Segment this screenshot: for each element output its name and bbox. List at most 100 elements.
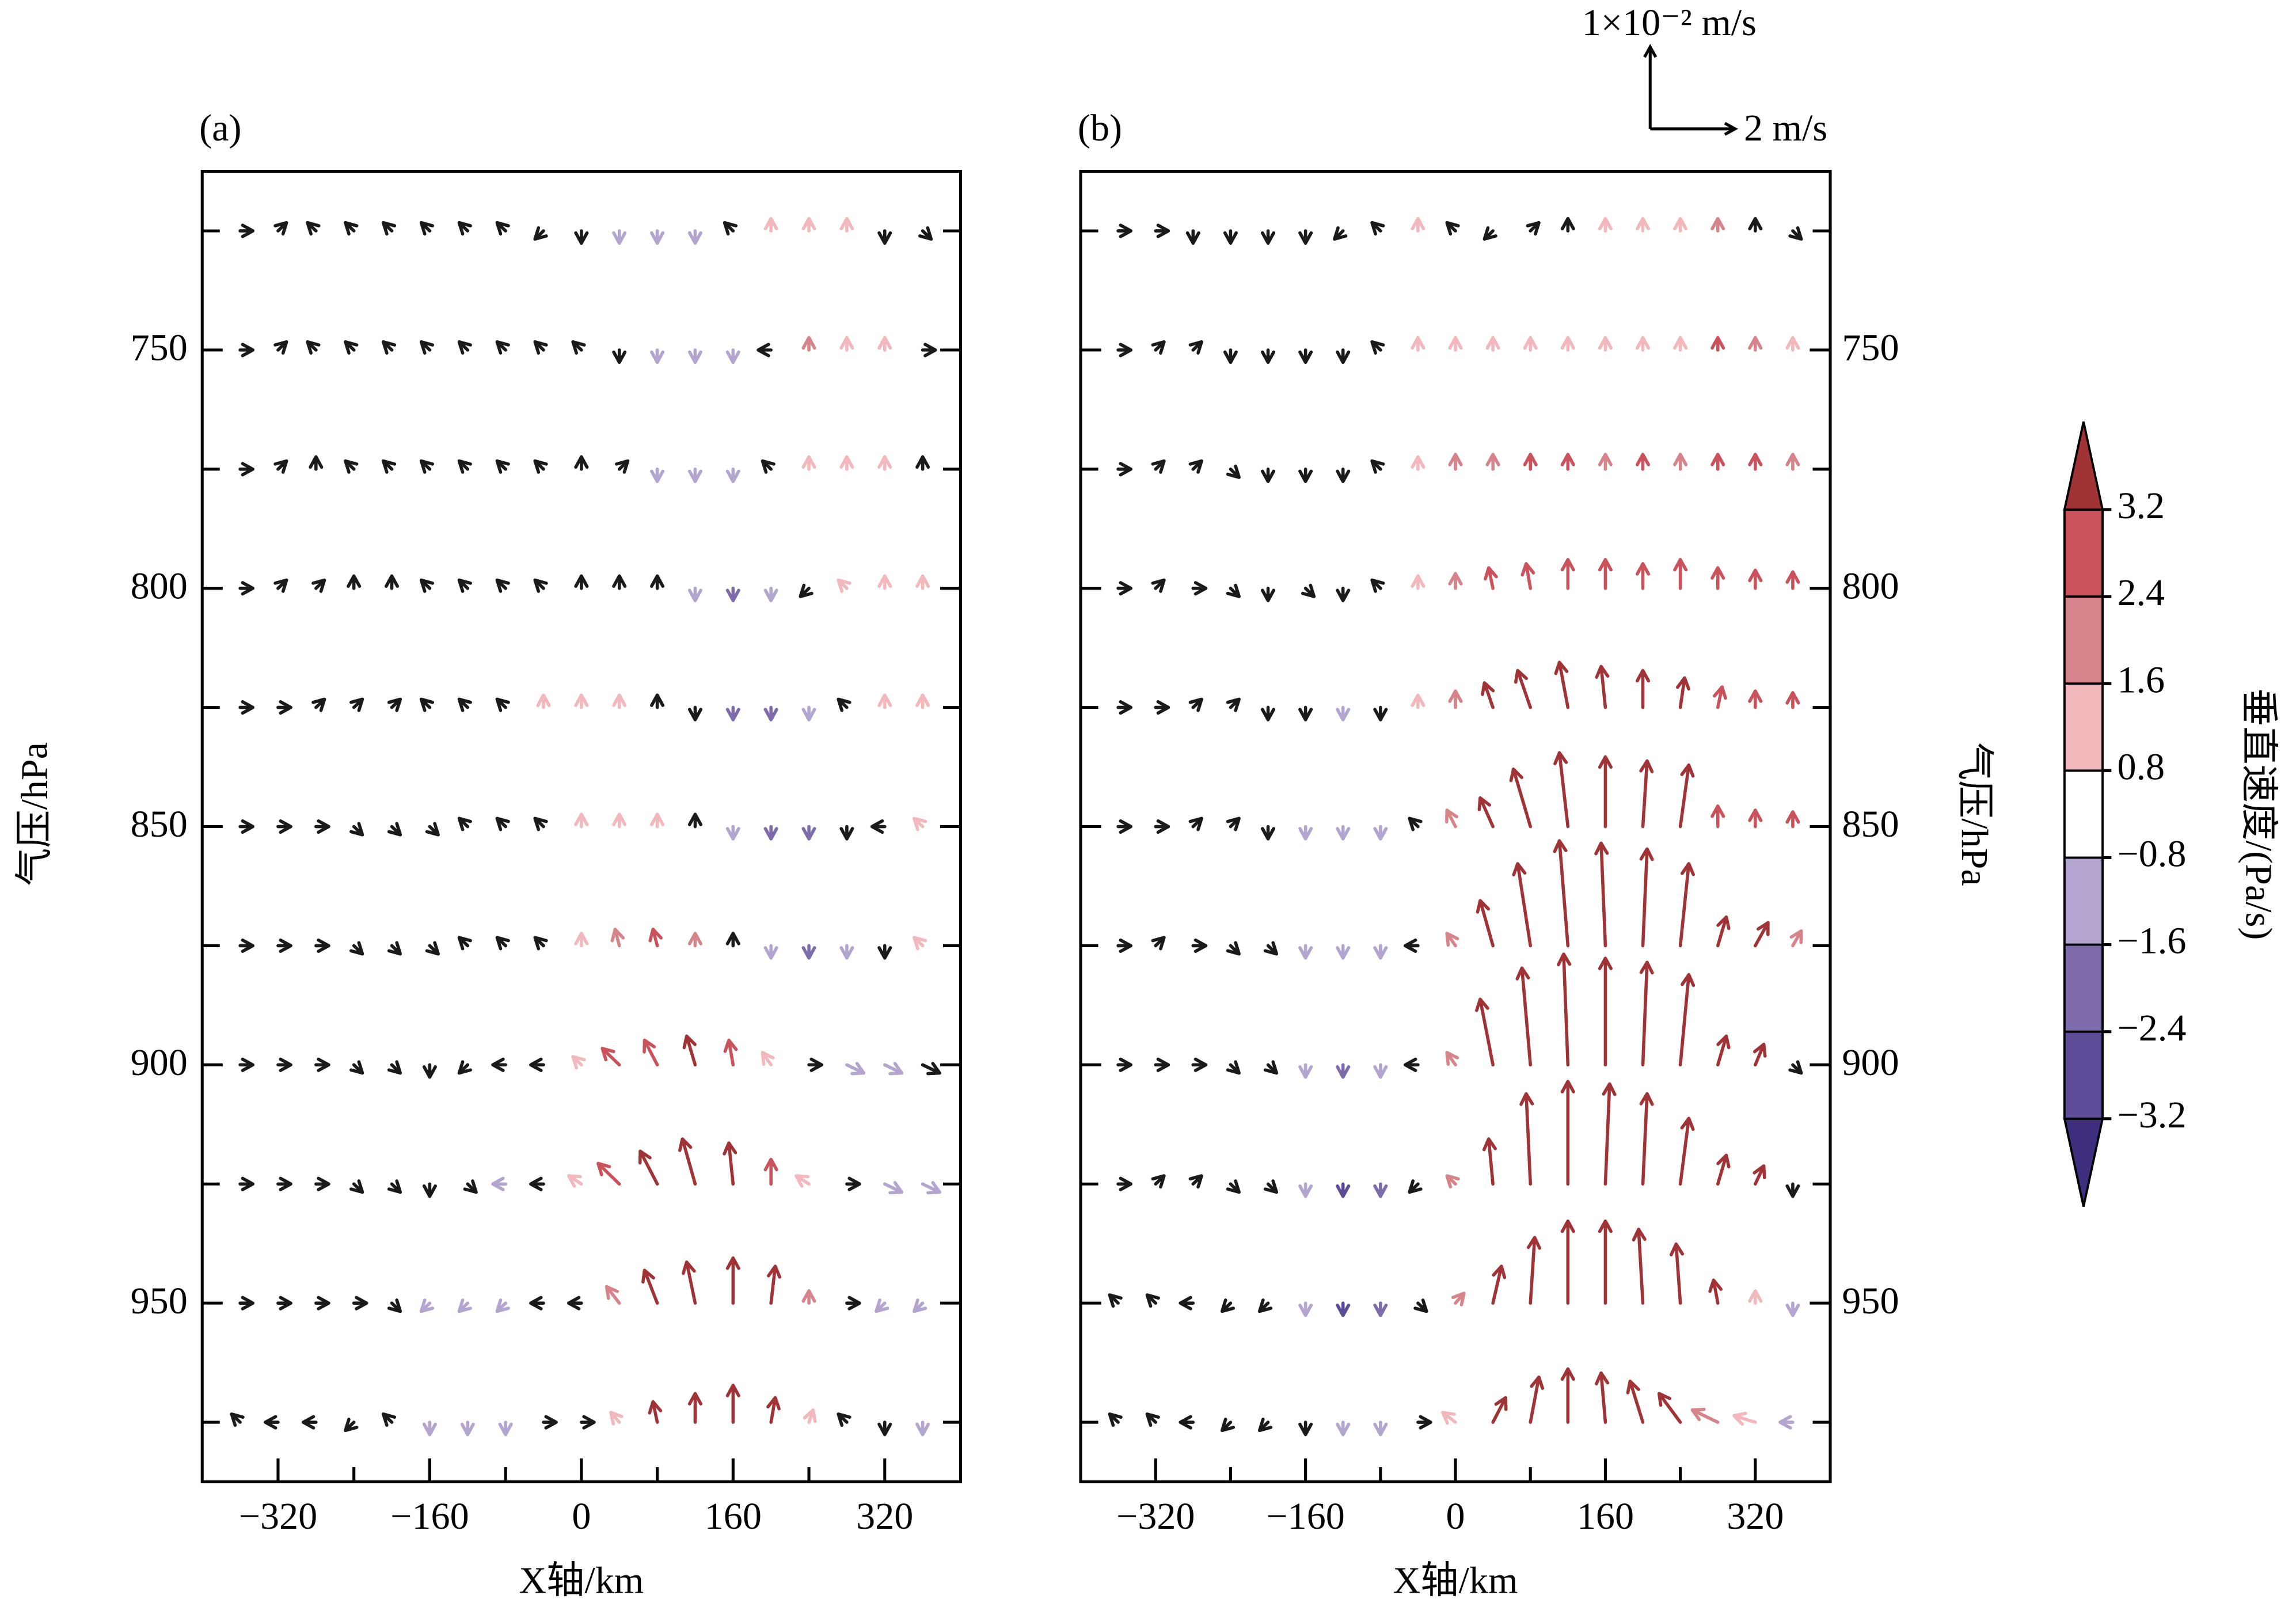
- wind-vector: [1151, 459, 1166, 474]
- wind-vector: [1748, 568, 1763, 590]
- y-tick-label: 850: [131, 803, 188, 845]
- wind-vector: [725, 932, 740, 948]
- wind-vector: [422, 1421, 437, 1437]
- wind-vector: [1598, 956, 1613, 1067]
- wind-vector: [1116, 581, 1133, 596]
- x-tick-label: 0: [1446, 1495, 1465, 1537]
- wind-vector: [799, 583, 814, 598]
- wind-vector: [1116, 1057, 1133, 1072]
- wind-vector: [1789, 929, 1803, 948]
- wind-vector: [1673, 336, 1688, 352]
- wind-vector: [574, 229, 589, 245]
- wind-vector: [801, 455, 816, 471]
- wind-vector: [612, 574, 627, 590]
- wind-vector: [1445, 1174, 1460, 1189]
- wind-vector: [567, 1174, 583, 1188]
- wind-vector: [605, 1285, 621, 1305]
- wind-vector: [687, 348, 703, 364]
- wind-vector: [238, 462, 255, 477]
- wind-vector: [276, 1057, 292, 1072]
- wind-vector: [1441, 1411, 1457, 1425]
- wind-vector: [650, 229, 665, 245]
- wind-vector: [678, 1137, 697, 1186]
- wind-vector: [1639, 847, 1654, 948]
- wind-vector: [387, 822, 402, 837]
- wind-vector: [311, 578, 326, 593]
- wind-vector: [1298, 348, 1313, 364]
- wind-vector: [1257, 1298, 1273, 1313]
- wind-vector: [1336, 348, 1351, 364]
- x-axis-label: X轴/km: [519, 1560, 644, 1602]
- wind-vector: [1526, 221, 1541, 236]
- wind-vector: [352, 1296, 368, 1311]
- wind-vector: [460, 1421, 475, 1437]
- wind-vector: [457, 816, 472, 831]
- wind-vector: [763, 1157, 778, 1186]
- wind-vector: [1732, 1411, 1757, 1426]
- wind-vector: [1370, 221, 1385, 236]
- wind-vector: [723, 221, 738, 236]
- colorbar-box: [2063, 1030, 2104, 1120]
- wind-vector: [725, 1384, 740, 1424]
- wind-vector: [1448, 453, 1463, 471]
- wind-vector: [1257, 1418, 1273, 1433]
- wind-vector: [1595, 664, 1610, 709]
- wind-vector: [1785, 1301, 1800, 1317]
- wind-vector: [1491, 1396, 1508, 1424]
- wind-vector: [1678, 973, 1696, 1067]
- wind-vector: [1639, 1092, 1654, 1186]
- wind-vector: [1560, 1367, 1575, 1424]
- wind-vector: [1336, 1182, 1351, 1198]
- wind-vector: [610, 928, 625, 948]
- wind-vector: [1520, 562, 1535, 590]
- panel-label: (b): [1078, 107, 1122, 149]
- wind-vector: [238, 938, 255, 953]
- wind-vector: [1373, 1421, 1388, 1437]
- wind-vector: [238, 1176, 255, 1191]
- wind-vector: [1598, 1219, 1613, 1305]
- wind-vector: [1188, 459, 1203, 474]
- wind-vector: [1673, 558, 1688, 590]
- wind-vector: [650, 574, 665, 590]
- wind-vector: [1753, 1042, 1767, 1067]
- wind-vector: [1263, 941, 1279, 956]
- wind-vector: [1411, 217, 1426, 233]
- wind-vector: [419, 697, 435, 712]
- wind-vector: [1713, 685, 1727, 709]
- wind-vector: [1411, 693, 1426, 709]
- wind-vector: [1298, 825, 1313, 841]
- wind-vector: [766, 1396, 781, 1424]
- wind-vector: [681, 1260, 697, 1305]
- y-tick-label: 800: [131, 565, 188, 607]
- wind-vector: [837, 578, 852, 593]
- wind-vector: [682, 1034, 697, 1067]
- wind-vector: [763, 825, 778, 841]
- wind-vector: [419, 340, 435, 355]
- wind-vector: [877, 229, 892, 245]
- wind-vector: [723, 1141, 738, 1186]
- wind-vector: [687, 932, 703, 948]
- x-axis-label: X轴/km: [1393, 1560, 1518, 1602]
- wind-vector: [870, 819, 887, 834]
- wind-vector: [309, 455, 324, 471]
- wind-vector: [529, 1057, 545, 1072]
- wind-vector: [1370, 459, 1385, 474]
- wind-vector: [495, 936, 510, 951]
- wind-vector: [1753, 1164, 1766, 1186]
- wind-vector: [1560, 336, 1575, 352]
- wind-vector: [1191, 938, 1208, 953]
- wind-vector: [1523, 336, 1538, 352]
- wind-vector: [687, 705, 703, 721]
- wind-vector: [612, 229, 627, 245]
- wind-vector: [1553, 839, 1570, 948]
- wind-vector: [612, 693, 627, 709]
- colorbar-tick-label: 1.6: [2117, 659, 2165, 701]
- wind-vector: [1336, 1063, 1351, 1079]
- wind-vector: [767, 1264, 782, 1305]
- wind-vector: [837, 1412, 852, 1427]
- wind-vector: [276, 819, 292, 834]
- wind-vector: [314, 938, 330, 953]
- wind-vector: [533, 340, 548, 355]
- reference-label-w: 1×10⁻² m/s: [1582, 2, 1757, 44]
